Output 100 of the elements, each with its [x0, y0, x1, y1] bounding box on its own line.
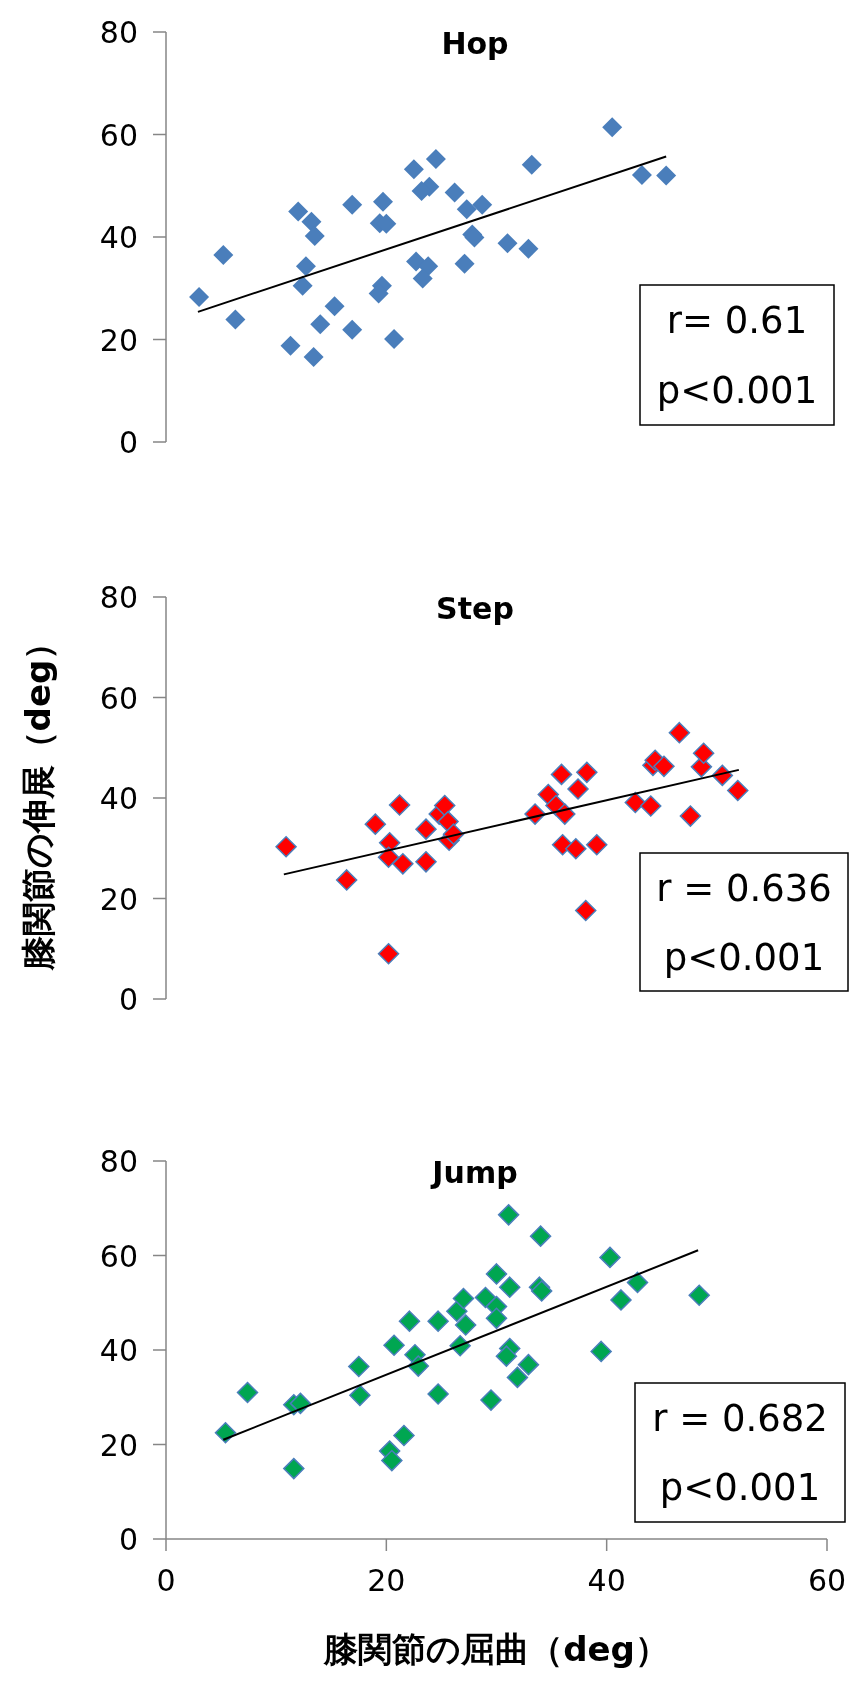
x-tick-label: 0 [156, 1563, 176, 1598]
y-tick-label: 80 [99, 15, 138, 50]
chart-title: Jump [430, 1155, 518, 1190]
point [427, 1310, 449, 1332]
x-tick-label: 20 [367, 1563, 406, 1598]
point [444, 182, 465, 203]
y-tick-label: 0 [118, 982, 138, 1017]
y-tick-label: 0 [118, 425, 138, 460]
annotation: p<0.001 [656, 369, 818, 412]
point [624, 791, 647, 814]
point [295, 256, 316, 277]
point [472, 194, 493, 215]
point [517, 1353, 540, 1376]
annotation: r= 0.61 [666, 299, 808, 342]
point [506, 1366, 529, 1389]
point [521, 154, 542, 175]
chart-title: Step [436, 591, 514, 626]
point [586, 833, 608, 856]
point [602, 117, 623, 138]
point [456, 199, 477, 220]
point [213, 244, 234, 265]
point [550, 763, 573, 786]
point [388, 794, 411, 816]
y-axis-title: 膝関節の伸展（deg） [18, 625, 58, 972]
annotation: r = 0.682 [652, 1396, 828, 1440]
point [427, 1383, 449, 1405]
point [452, 1287, 475, 1310]
point [497, 233, 518, 254]
point [403, 159, 424, 180]
x-axis-title: 膝関節の屈曲（deg） [323, 1629, 669, 1669]
point [373, 191, 394, 212]
point [364, 813, 387, 835]
point [377, 943, 400, 965]
point [236, 1381, 259, 1404]
point [225, 309, 246, 330]
point [485, 1307, 508, 1330]
point [688, 1284, 710, 1306]
point [631, 164, 652, 185]
point [599, 1246, 621, 1269]
point [349, 1384, 371, 1407]
y-tick-label: 60 [99, 680, 138, 716]
x-tick-label: 40 [587, 1563, 626, 1598]
y-tick-label: 40 [99, 1333, 138, 1368]
point [590, 1340, 612, 1363]
point [392, 853, 414, 875]
point [383, 1334, 405, 1357]
point [342, 319, 363, 340]
point [565, 838, 587, 860]
point [679, 805, 702, 827]
point [454, 253, 475, 274]
y-tick-label: 20 [99, 881, 138, 917]
point [425, 149, 446, 170]
point [384, 328, 405, 349]
point [415, 818, 437, 840]
annotation: p<0.001 [659, 1466, 821, 1510]
point [275, 835, 297, 858]
point [304, 225, 325, 246]
point [639, 795, 662, 817]
chart-title: Hop [441, 26, 509, 61]
point [310, 314, 331, 335]
y-tick-label: 40 [99, 220, 138, 255]
point [301, 211, 322, 232]
point [418, 256, 439, 277]
point [342, 194, 363, 215]
point [335, 869, 358, 891]
point [433, 794, 456, 817]
y-tick-label: 20 [99, 322, 138, 358]
point [518, 238, 539, 259]
y-tick-label: 40 [99, 781, 138, 816]
point [324, 296, 345, 317]
point [567, 778, 589, 800]
point [415, 851, 437, 873]
point [656, 165, 677, 186]
point [303, 346, 324, 367]
point [289, 1392, 312, 1415]
point [497, 1204, 520, 1226]
point [280, 335, 301, 356]
point [292, 275, 313, 296]
point [610, 1289, 632, 1311]
point [393, 1424, 415, 1447]
point [189, 286, 210, 307]
point [214, 1421, 237, 1444]
point [574, 899, 597, 922]
point [446, 1300, 468, 1323]
point [576, 761, 598, 784]
point [668, 721, 691, 744]
point [692, 742, 715, 765]
y-tick-label: 60 [99, 1238, 138, 1274]
x-tick-label: 60 [807, 1563, 847, 1598]
point [498, 1276, 521, 1298]
point [727, 779, 749, 802]
point [529, 1225, 552, 1247]
y-tick-label: 0 [118, 1522, 138, 1557]
point [398, 1310, 421, 1332]
point [626, 1271, 649, 1294]
point [381, 1449, 403, 1472]
annotation: r = 0.636 [656, 866, 832, 910]
annotation: p<0.001 [663, 935, 825, 979]
point [283, 1457, 305, 1480]
y-tick-label: 80 [99, 580, 138, 615]
